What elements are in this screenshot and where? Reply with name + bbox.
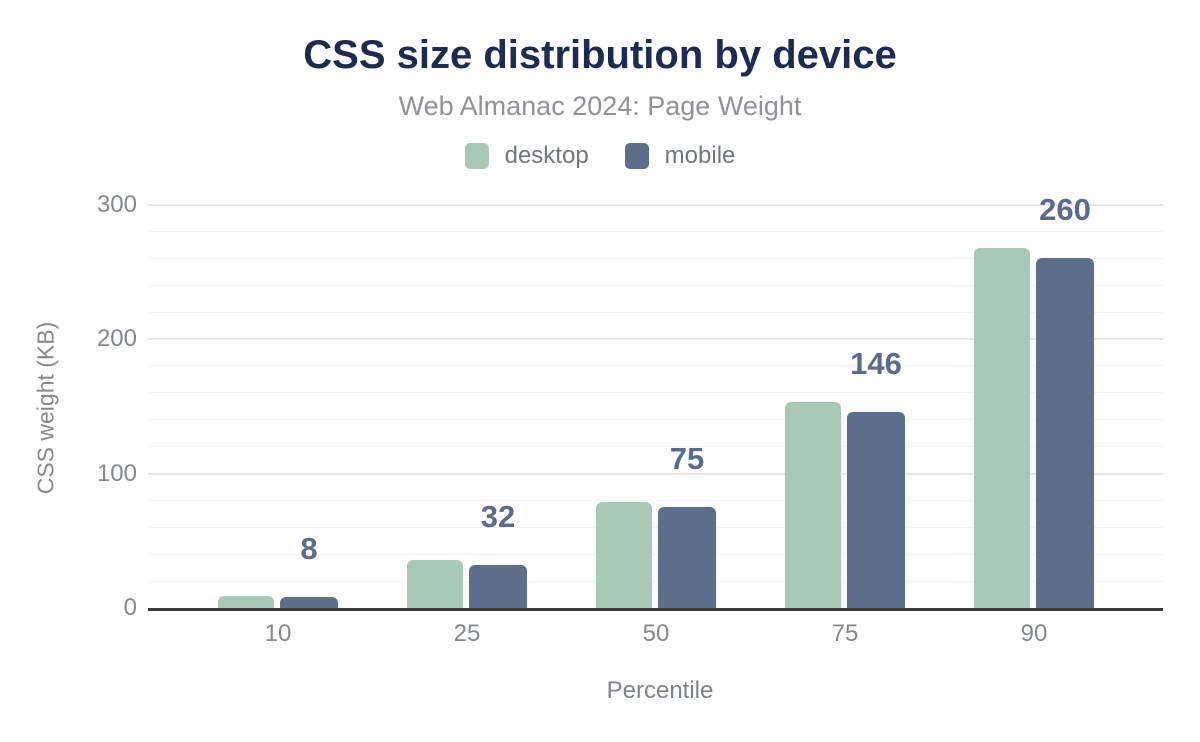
plot-area: 10 8 25 32 50 75 75 146 90 260 [148,192,1163,647]
bar-group-10: 10 8 [184,205,373,647]
chart-subtitle: Web Almanac 2024: Page Weight [398,91,802,121]
bar-desktop-90 [974,248,1030,608]
gridline-minor-240 [148,284,1163,286]
bar-mobile-75 [847,412,905,608]
legend: desktop mobile [0,142,1200,170]
legend-label-mobile: mobile [664,142,736,169]
legend-item-desktop: desktop [464,142,589,170]
legend-swatch-desktop [464,143,489,169]
bar-mobile-50 [658,507,716,608]
y-tick-300: 300 [96,190,137,218]
bar-group-90: 90 260 [940,192,1129,647]
gridline-minor-160 [148,392,1163,394]
value-label-50: 75 [669,441,705,477]
bar-desktop-50 [596,502,652,608]
bar-mobile-10 [280,597,338,608]
legend-swatch-mobile [624,143,649,169]
gridline-minor-280 [148,230,1163,232]
gridline-minor-220 [148,311,1163,313]
x-axis-line [148,608,1163,611]
bar-desktop-25 [407,560,463,608]
bar-mobile-90 [1036,258,1094,608]
gridline-minor-20 [148,580,1163,582]
gridline-minor-120 [148,446,1163,448]
gridline-minor-80 [148,499,1163,501]
gridline-major-200 [148,338,1163,340]
gridline-minor-260 [148,257,1163,259]
value-label-90: 260 [1039,192,1091,228]
y-axis-title: CSS weight (KB) [32,321,59,495]
x-tick-50: 50 [642,620,670,647]
x-tick-25: 25 [453,620,481,647]
gridline-minor-180 [148,365,1163,367]
legend-item-mobile: mobile [624,142,736,170]
x-tick-90: 90 [1020,620,1048,647]
bar-group-50: 50 75 [562,205,751,647]
gridline-minor-40 [148,553,1163,555]
bar-group-25: 25 32 [373,205,562,647]
bar-desktop-75 [785,402,841,608]
gridline-major-100 [148,472,1163,475]
y-tick-200: 200 [96,325,137,352]
legend-label-desktop: desktop [504,142,589,169]
gridline-minor-140 [148,419,1163,421]
gridline-minor-60 [148,526,1163,528]
bar-group-75: 75 146 [751,205,940,647]
x-tick-10: 10 [264,620,292,647]
y-tick-100: 100 [96,459,137,487]
bar-mobile-25 [469,565,527,608]
bar-desktop-10 [218,596,274,608]
gridline-major-300 [148,203,1163,206]
chart-title: CSS size distribution by device [303,33,897,77]
x-axis-title: Percentile [606,677,714,704]
x-tick-75: 75 [831,620,859,647]
value-label-75: 146 [850,345,902,381]
y-tick-0: 0 [123,594,137,621]
value-label-10: 8 [300,531,318,567]
value-label-25: 32 [480,498,516,534]
